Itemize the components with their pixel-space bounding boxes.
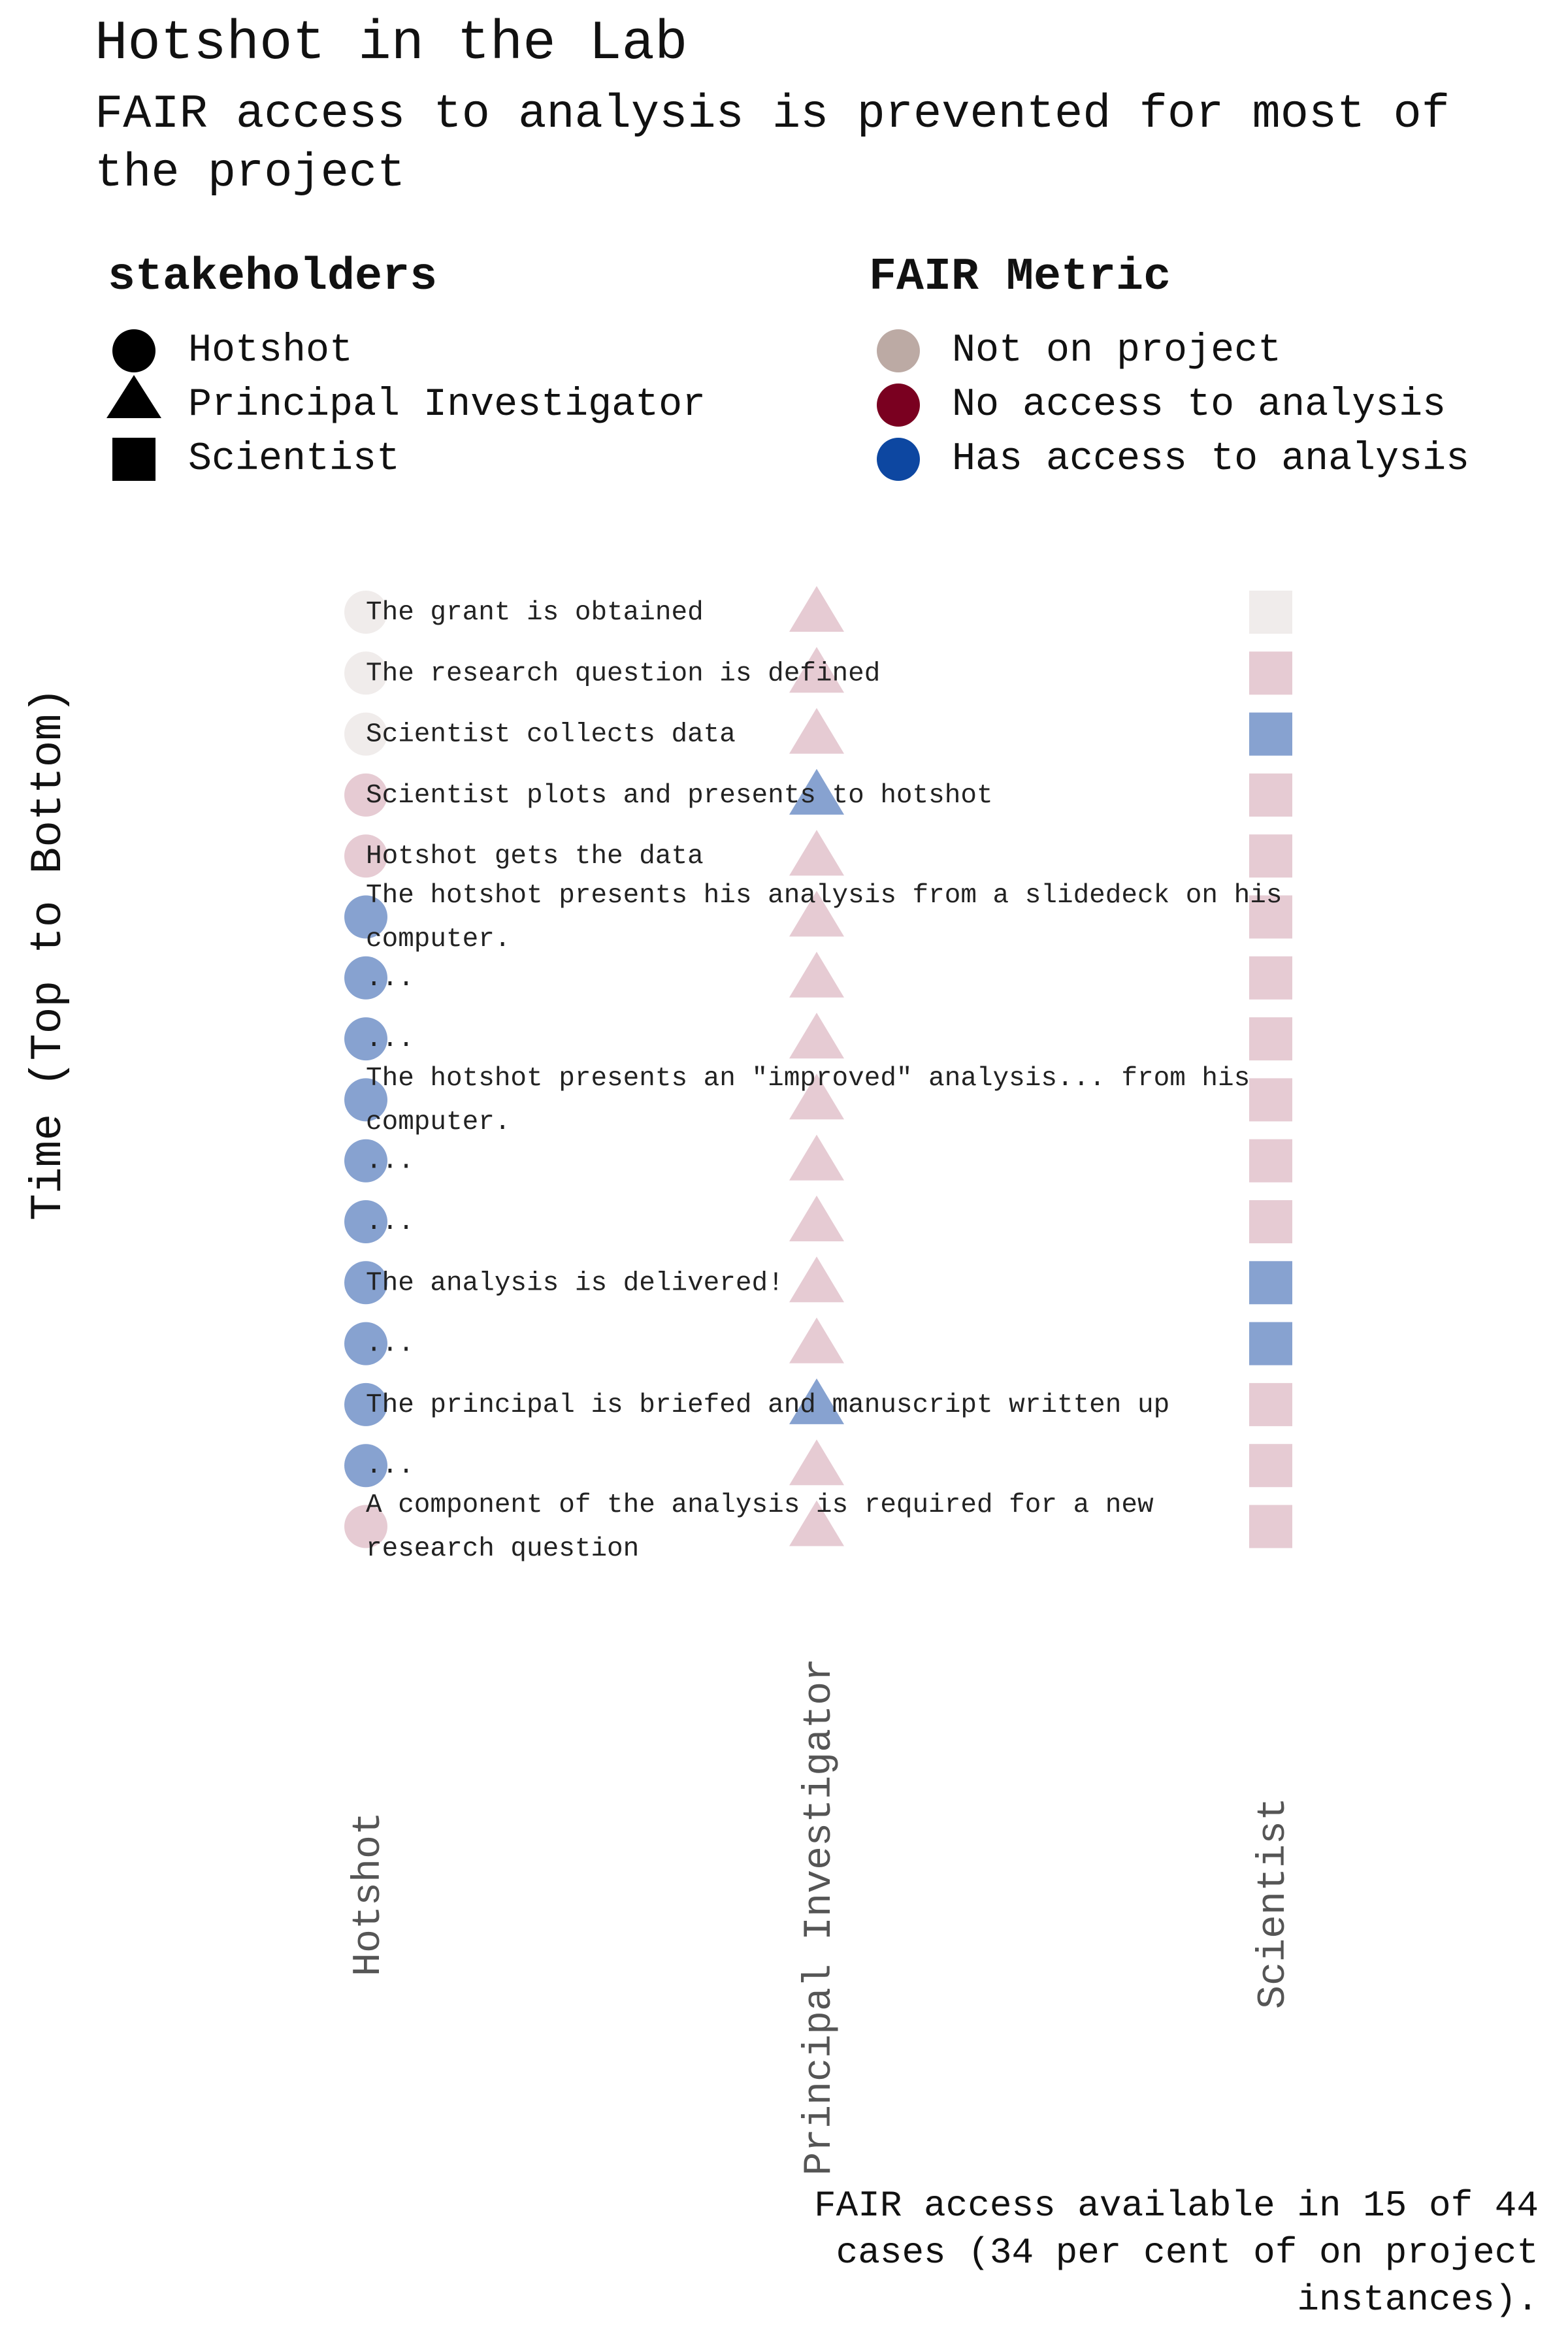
circle-icon	[112, 329, 155, 372]
mark-circle-event-4	[344, 773, 387, 817]
mark-circle-event-16	[344, 1505, 387, 1548]
mark-square-event-3	[1249, 712, 1292, 756]
mark-circle-event-14	[344, 1382, 387, 1426]
triangle-icon	[106, 375, 161, 418]
metric-swatch-no-access	[877, 384, 920, 427]
event-label-2: The research question is defined	[366, 659, 880, 689]
metric-swatch-has-access	[877, 438, 920, 481]
legend-item-not-on-project: Not on project	[952, 329, 1282, 373]
mark-square-event-14	[1249, 1382, 1292, 1426]
mark-square-event-13	[1249, 1322, 1292, 1365]
mark-square-event-12	[1249, 1261, 1292, 1305]
event-label-3: Scientist collects data	[366, 719, 736, 749]
mark-circle-event-8	[344, 1017, 387, 1061]
mark-square-event-1	[1249, 591, 1292, 634]
mark-triangle-event-9	[789, 1073, 844, 1120]
event-label-11: ...	[366, 1207, 414, 1237]
mark-square-event-11	[1249, 1200, 1292, 1243]
event-label-1: The grant is obtained	[366, 598, 704, 628]
mark-square-event-9	[1249, 1078, 1292, 1122]
event-label-4: Scientist plots and presents to hotshot	[366, 781, 993, 811]
mark-square-event-5	[1249, 834, 1292, 878]
labels-layer: The grant is obtained The research questi…	[366, 598, 1282, 1564]
mark-triangle-event-10	[789, 1134, 844, 1181]
mark-square-event-10	[1249, 1139, 1292, 1183]
event-label-8: ...	[366, 1024, 414, 1054]
marks-layer	[344, 586, 1292, 1548]
mark-circle-event-12	[344, 1261, 387, 1305]
mark-triangle-event-1	[789, 586, 844, 632]
mark-triangle-event-13	[789, 1317, 844, 1364]
legend-item-scientist: Scientist	[188, 437, 400, 482]
x-tick-label-hotshot: Hotshot	[347, 1812, 391, 1976]
event-label-5: Hotshot gets the data	[366, 841, 704, 872]
summary-footnote: FAIR access available in 15 of 44 cases …	[814, 2185, 1539, 2321]
event-label-14: The principal is briefed and manuscript …	[366, 1390, 1169, 1420]
mark-square-event-4	[1249, 773, 1292, 817]
mark-square-event-6	[1249, 895, 1292, 939]
mark-triangle-event-11	[789, 1196, 844, 1241]
mark-triangle-event-16	[789, 1500, 844, 1546]
x-tick-label-scientist: Scientist	[1252, 1797, 1296, 2009]
mark-circle-event-15	[344, 1444, 387, 1488]
event-label-13: ...	[366, 1329, 414, 1359]
mark-triangle-event-2	[789, 647, 844, 693]
event-label-6: The hotshot presents his analysis from a…	[366, 881, 1282, 955]
legend-metric-title: FAIR Metric	[869, 252, 1171, 303]
square-icon	[112, 438, 155, 481]
chart-title: Hotshot in the Lab	[95, 13, 688, 75]
chart-subtitle: FAIR access to analysis is prevented for…	[95, 88, 1450, 200]
mark-circle-event-11	[344, 1200, 387, 1243]
mark-circle-event-1	[344, 591, 387, 634]
legend-stakeholders-title: stakeholders	[108, 252, 438, 303]
mark-triangle-event-8	[789, 1013, 844, 1059]
mark-circle-event-2	[344, 651, 387, 695]
metric-swatch-not-on-project	[877, 329, 920, 372]
mark-triangle-event-15	[789, 1439, 844, 1486]
mark-circle-event-10	[344, 1139, 387, 1183]
mark-square-event-8	[1249, 1017, 1292, 1061]
event-label-7: ...	[366, 964, 414, 994]
event-label-9: The hotshot presents an "improved" analy…	[366, 1064, 1250, 1137]
legend-item-has-access: Has access to analysis	[952, 437, 1470, 482]
mark-triangle-event-7	[789, 951, 844, 998]
mark-circle-event-3	[344, 712, 387, 756]
mark-circle-event-7	[344, 956, 387, 1000]
event-label-10: ...	[366, 1147, 414, 1177]
legend-item-principal-investigator: Principal Investigator	[188, 383, 706, 427]
legend-item-no-access: No access to analysis	[952, 383, 1446, 427]
mark-triangle-event-14	[789, 1378, 844, 1424]
legend-item-hotshot: Hotshot	[188, 329, 353, 373]
event-label-16: A component of the analysis is required …	[366, 1490, 1154, 1564]
mark-triangle-event-4	[789, 768, 844, 815]
legend-symbols	[106, 329, 920, 481]
mark-square-event-7	[1249, 956, 1292, 1000]
event-label-12: The analysis is delivered!	[366, 1268, 784, 1298]
mark-circle-event-6	[344, 895, 387, 939]
mark-circle-event-9	[344, 1078, 387, 1122]
mark-triangle-event-3	[789, 708, 844, 754]
mark-circle-event-5	[344, 834, 387, 878]
mark-triangle-event-6	[789, 890, 844, 937]
mark-square-event-2	[1249, 651, 1292, 695]
mark-triangle-event-5	[789, 830, 844, 876]
mark-square-event-15	[1249, 1444, 1292, 1488]
mark-square-event-16	[1249, 1505, 1292, 1548]
x-tick-label-principal-investigator: Principal Investigator	[798, 1658, 842, 2176]
mark-triangle-event-12	[789, 1256, 844, 1303]
mark-circle-event-13	[344, 1322, 387, 1365]
event-label-15: ...	[366, 1451, 414, 1481]
